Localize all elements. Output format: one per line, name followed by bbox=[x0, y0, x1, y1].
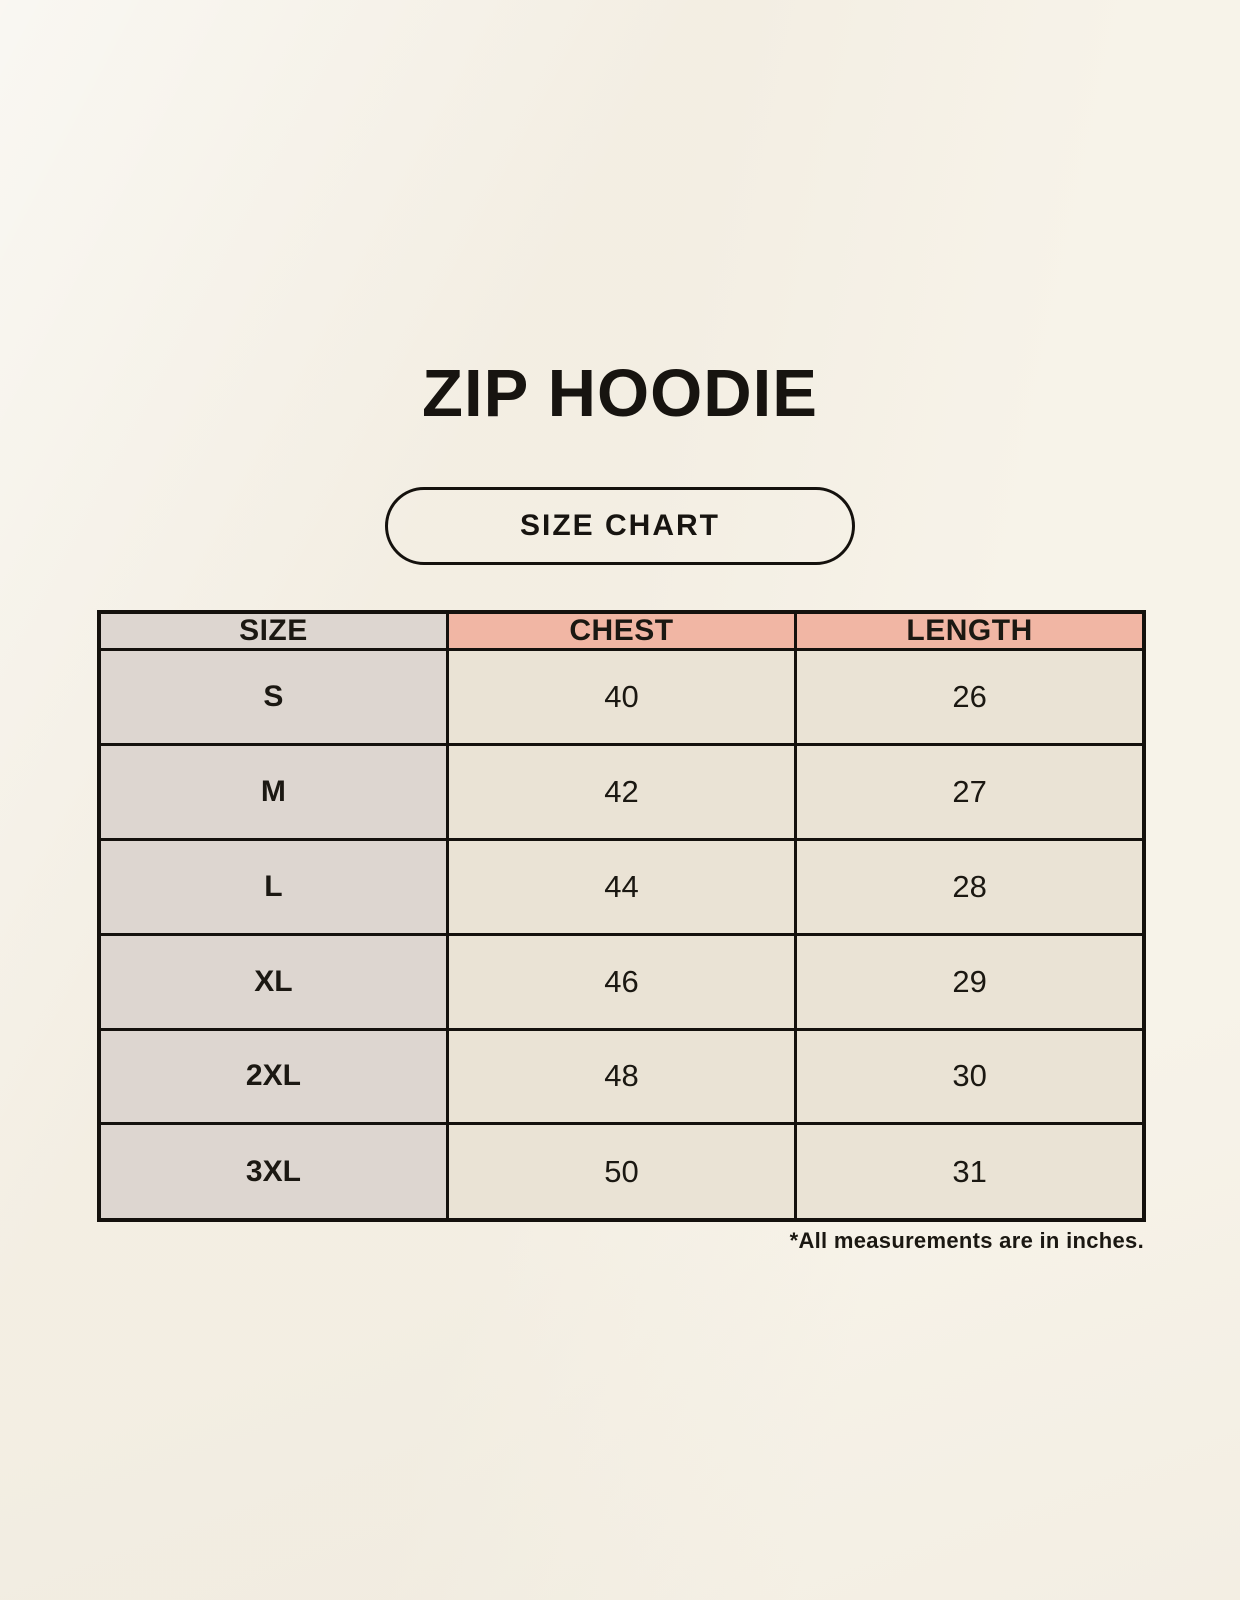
size-label: L bbox=[97, 837, 449, 936]
chest-value: 46 bbox=[445, 932, 798, 1031]
size-chart-badge-label: SIZE CHART bbox=[520, 509, 720, 542]
length-value: 28 bbox=[794, 837, 1146, 936]
column-header-length: LENGTH bbox=[794, 610, 1146, 651]
table-header-row: SIZE CHEST LENGTH bbox=[97, 610, 1146, 651]
table-row: 3XL 50 31 bbox=[97, 1122, 1146, 1222]
table-row: L 44 28 bbox=[97, 837, 1146, 936]
size-chart-badge: SIZE CHART bbox=[385, 487, 855, 565]
size-label: 2XL bbox=[97, 1027, 449, 1126]
size-label: XL bbox=[97, 932, 449, 1031]
chest-value: 50 bbox=[445, 1122, 798, 1222]
size-label: S bbox=[97, 648, 449, 746]
column-header-chest: CHEST bbox=[445, 610, 798, 651]
length-value: 26 bbox=[794, 648, 1146, 746]
size-chart-table: SIZE CHEST LENGTH S 40 26 M 42 27 L 44 2… bbox=[97, 610, 1146, 1222]
length-value: 31 bbox=[794, 1122, 1146, 1222]
chest-value: 42 bbox=[445, 742, 798, 841]
length-value: 27 bbox=[794, 742, 1146, 841]
page-title: ZIP HOODIE bbox=[422, 356, 818, 431]
size-label: 3XL bbox=[97, 1122, 449, 1222]
measurements-footnote: *All measurements are in inches. bbox=[789, 1228, 1144, 1253]
length-value: 29 bbox=[794, 932, 1146, 1031]
table-row: M 42 27 bbox=[97, 742, 1146, 841]
chest-value: 40 bbox=[445, 648, 798, 746]
chest-value: 44 bbox=[445, 837, 798, 936]
table-row: 2XL 48 30 bbox=[97, 1027, 1146, 1126]
chest-value: 48 bbox=[445, 1027, 798, 1126]
table-row: XL 46 29 bbox=[97, 932, 1146, 1031]
length-value: 30 bbox=[794, 1027, 1146, 1126]
column-header-size: SIZE bbox=[97, 610, 449, 651]
table-row: S 40 26 bbox=[97, 648, 1146, 746]
size-label: M bbox=[97, 742, 449, 841]
